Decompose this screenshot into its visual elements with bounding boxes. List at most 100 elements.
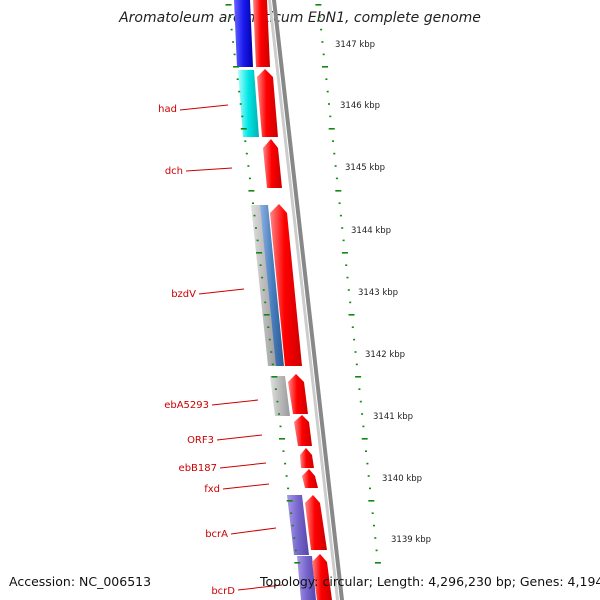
right-tick-minor	[347, 289, 350, 291]
left-tick-minor	[236, 78, 239, 80]
leader-line	[237, 584, 283, 591]
gene-arrow-bzdV	[270, 204, 302, 366]
left-tick-major	[286, 500, 293, 502]
right-tick-minor	[334, 165, 337, 167]
left-tick-major	[225, 4, 232, 6]
left-tick-minor	[255, 227, 257, 229]
gene-arrow-bcrA	[305, 495, 327, 550]
left-tick-minor	[278, 413, 280, 415]
ruler-label: 3142 kbp	[365, 350, 405, 360]
gene-bar-grey-small	[270, 376, 290, 416]
left-tick-minor	[261, 276, 264, 279]
right-tick-minor	[355, 363, 358, 366]
right-tick-minor	[320, 28, 323, 31]
ruler-label: 3146 kbp	[340, 101, 380, 111]
gene-bar-steelblue	[260, 205, 284, 366]
left-tick-major	[233, 66, 240, 68]
right-tick-minor	[361, 413, 364, 415]
right-tick-minor	[353, 338, 356, 341]
gene-label-ebB187: ebB187	[179, 463, 217, 474]
right-tick-major	[322, 66, 328, 68]
right-tick-minor	[371, 512, 374, 514]
right-tick-minor	[333, 152, 336, 155]
left-tick-minor	[293, 537, 296, 539]
right-tick-major	[335, 190, 342, 192]
left-tick-minor	[232, 41, 235, 43]
right-tick-minor	[332, 140, 334, 142]
left-tick-minor	[241, 115, 244, 118]
left-tick-minor	[238, 90, 241, 93]
left-tick-minor	[248, 177, 251, 180]
left-tick-major	[263, 314, 270, 316]
right-tick-minor	[341, 227, 344, 229]
gene-label-ebA5293: ebA5293	[164, 400, 209, 411]
gene-arrow-fxd	[302, 469, 318, 488]
right-tick-minor	[367, 475, 370, 477]
left-tick-minor	[245, 152, 248, 155]
left-tick-minor	[233, 53, 236, 56]
gene-arrow-ebA5293	[288, 374, 308, 414]
left-tick-minor	[262, 289, 265, 291]
right-tick-minor	[365, 450, 367, 452]
gene-arrow-had	[257, 69, 278, 137]
left-tick-minor	[279, 425, 282, 428]
right-tick-minor	[366, 462, 369, 465]
gene-label-had: had	[158, 104, 177, 115]
gene-label-ORF3: ORF3	[187, 435, 214, 446]
left-tick-minor	[294, 549, 297, 552]
leader-line	[211, 399, 259, 406]
ruler-label: 3144 kbp	[351, 226, 391, 236]
ruler-label: 3141 kbp	[373, 412, 413, 422]
right-tick-minor	[325, 78, 328, 80]
right-tick-minor	[318, 16, 321, 18]
left-tick-minor	[244, 140, 247, 142]
map-title: Aromatoleum aromaticum EbN1, complete ge…	[119, 10, 481, 26]
gene-label-fxd: fxd	[204, 484, 220, 495]
left-tick-minor	[256, 239, 259, 242]
right-tick-minor	[359, 400, 362, 403]
leader-line	[198, 288, 245, 295]
gene-arrow-ebB187	[300, 448, 314, 468]
gene-label-dch: dch	[165, 166, 183, 177]
left-tick-minor	[253, 214, 256, 217]
right-tick-minor	[351, 326, 354, 328]
left-tick-major	[240, 128, 247, 130]
right-tick-minor	[338, 202, 341, 204]
gene-arrow-1	[253, 0, 270, 67]
right-tick-major	[341, 252, 348, 254]
leader-line	[219, 462, 267, 469]
left-tick-minor	[282, 450, 285, 452]
left-tick-major	[294, 562, 301, 564]
accession-text: Accession: NC_006513	[9, 574, 152, 589]
left-tick-minor	[264, 301, 267, 304]
right-tick-minor	[373, 524, 375, 527]
ruler-label: 3145 kbp	[345, 163, 385, 173]
gene-arrow-dch	[263, 139, 282, 188]
left-tick-minor	[230, 28, 233, 31]
ruler-label: 3143 kbp	[358, 288, 398, 298]
leader-line	[216, 434, 263, 441]
right-tick-minor	[322, 53, 325, 56]
left-tick-minor	[287, 487, 290, 490]
left-tick-major	[256, 252, 263, 254]
right-tick-minor	[375, 549, 378, 552]
leader-line	[185, 167, 233, 172]
right-tick-major	[368, 500, 375, 502]
right-tick-major	[328, 128, 335, 130]
gene-bar-purple-1	[287, 495, 309, 555]
right-tick-major	[374, 562, 381, 564]
left-tick-major	[271, 376, 278, 378]
right-tick-minor	[329, 115, 332, 118]
left-tick-major	[248, 190, 255, 192]
right-tick-minor	[358, 388, 361, 390]
ruler-label: 3147 kbp	[335, 40, 375, 50]
gene-label-bcrD: bcrD	[211, 586, 235, 597]
gene-bar-cyan	[238, 70, 259, 137]
right-tick-minor	[349, 301, 352, 304]
right-tick-track	[315, 4, 381, 564]
left-tick-major	[279, 438, 285, 440]
right-tick-minor	[339, 214, 342, 217]
topology-text: Topology: circular; Length: 4,296,230 bp…	[260, 574, 600, 589]
right-tick-major	[348, 314, 355, 316]
